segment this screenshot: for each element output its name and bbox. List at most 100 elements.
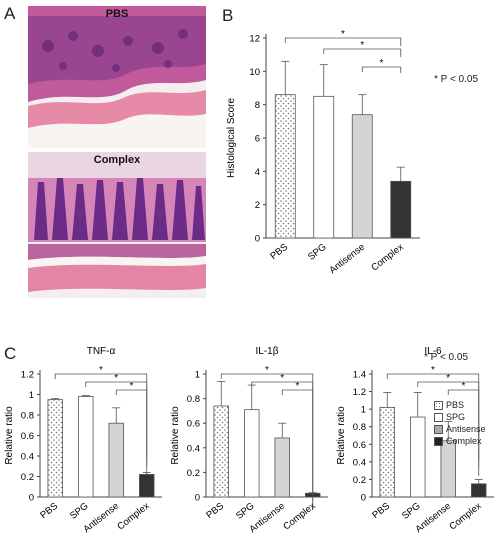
bar-complex xyxy=(390,180,412,239)
x-category-label: Complex xyxy=(369,242,406,274)
significance-bracket xyxy=(361,66,402,73)
y-tick-label: 0 xyxy=(29,493,34,504)
legend-label: Complex xyxy=(446,436,482,446)
histology-image-complex: Complex xyxy=(28,152,206,298)
bar-spg xyxy=(313,95,335,239)
bar-antisense xyxy=(351,114,373,239)
x-category-label: SPG xyxy=(68,501,91,522)
y-tick-label: 6 xyxy=(255,134,260,145)
bar-pbs xyxy=(379,406,395,498)
y-tick-label: 1 xyxy=(29,390,34,401)
significance-bracket xyxy=(220,373,314,494)
legend-label: Antisense xyxy=(446,424,486,434)
y-tick-label: 1 xyxy=(195,370,200,381)
legend-item-spg: SPG xyxy=(434,412,502,423)
significance-star: * xyxy=(341,29,345,40)
x-category-label: SPG xyxy=(400,501,423,522)
significance-star: * xyxy=(431,365,435,376)
chart-title: IL-1β xyxy=(256,346,279,357)
x-category-label: PBS xyxy=(370,501,392,521)
significance-bracket xyxy=(284,37,402,46)
significance-bracket xyxy=(281,389,314,510)
x-category-label: PBS xyxy=(38,501,60,521)
legend-label: PBS xyxy=(446,400,465,410)
significance-star: * xyxy=(265,365,269,376)
panel-letter-a: A xyxy=(4,4,16,23)
y-tick-label: 0.8 xyxy=(353,422,366,433)
significance-star: * xyxy=(296,381,300,392)
x-category-label: PBS xyxy=(204,501,226,521)
x-category-label: Complex xyxy=(447,501,484,533)
significance-star: * xyxy=(99,365,103,376)
y-tick-label: 1.2 xyxy=(21,370,34,381)
significance-star: * xyxy=(280,373,284,384)
y-axis-label: Histological Score xyxy=(226,98,237,178)
significance-bracket xyxy=(115,389,148,474)
y-tick-label: 8 xyxy=(255,100,260,111)
legend-item-pbs: PBS xyxy=(434,400,502,411)
y-tick-label: 0.4 xyxy=(353,457,366,468)
significance-star: * xyxy=(360,40,364,51)
y-tick-label: 0.4 xyxy=(21,452,34,463)
y-tick-label: 0.8 xyxy=(187,394,200,405)
legend-label: SPG xyxy=(446,412,466,422)
significance-star: * xyxy=(130,381,134,392)
histology-image-pbs: PBS xyxy=(28,6,206,148)
legend-item-antisense: Antisense xyxy=(434,424,502,435)
pvalue-note-c: * P < 0.05 xyxy=(424,352,469,363)
y-tick-label: 0 xyxy=(361,493,366,504)
histology-pbs-drawing xyxy=(28,6,206,148)
y-tick-label: 1 xyxy=(361,405,366,416)
y-axis-label: Relative ratio xyxy=(4,406,15,465)
x-category-label: Antisense xyxy=(327,242,367,276)
x-category-label: Complex xyxy=(115,501,152,533)
y-tick-label: 4 xyxy=(255,167,260,178)
significance-star: * xyxy=(462,381,466,392)
bar-pbs xyxy=(213,405,229,498)
bar-pbs xyxy=(274,94,296,239)
significance-star: * xyxy=(114,373,118,384)
bar-spg xyxy=(410,416,426,498)
panel-letter-b: B xyxy=(222,6,234,25)
y-tick-label: 10 xyxy=(249,67,260,78)
x-category-label: SPG xyxy=(306,242,329,263)
histology-complex-drawing xyxy=(28,152,206,298)
legend-swatch xyxy=(434,437,443,446)
y-tick-label: 0 xyxy=(195,493,200,504)
y-tick-label: 0 xyxy=(255,234,260,245)
x-category-label: PBS xyxy=(268,242,290,262)
significance-star: * xyxy=(446,373,450,384)
y-axis-label: Relative ratio xyxy=(336,406,347,465)
y-tick-label: 0.2 xyxy=(187,468,200,479)
pvalue-note-b: * P < 0.05 xyxy=(434,74,479,85)
histology-label-complex: Complex xyxy=(93,154,141,166)
panel-letter-c: C xyxy=(4,344,17,363)
bar-antisense xyxy=(108,422,124,498)
legend: PBS SPG Antisense Complex xyxy=(434,400,502,448)
y-tick-label: 0.8 xyxy=(21,411,34,422)
bar-antisense xyxy=(440,440,456,498)
legend-swatch xyxy=(434,401,443,410)
y-tick-label: 0.2 xyxy=(353,475,366,486)
bar-complex xyxy=(471,483,487,498)
y-axis-label: Relative ratio xyxy=(170,406,181,465)
y-tick-label: 0.6 xyxy=(21,431,34,442)
y-tick-label: 0.6 xyxy=(187,419,200,430)
bar-spg xyxy=(78,396,94,498)
significance-bracket xyxy=(447,389,480,476)
x-category-label: SPG xyxy=(234,501,257,522)
y-tick-label: 1.4 xyxy=(353,370,366,381)
significance-bracket xyxy=(323,48,402,57)
legend-item-complex: Complex xyxy=(434,436,502,447)
histology-label-pbs: PBS xyxy=(105,8,129,20)
bar-antisense xyxy=(274,437,290,498)
y-tick-label: 1.2 xyxy=(353,387,366,398)
chart-il-6: IL-6 Relative ratio 0 0.2 0.4 0.6 0.8 1 1.2 1.4 PB… xyxy=(336,346,494,535)
y-tick-label: 12 xyxy=(249,34,260,45)
y-tick-label: 0.2 xyxy=(21,472,34,483)
x-category-label: Complex xyxy=(281,501,318,533)
bar-pbs xyxy=(47,399,63,498)
chart-tnf-alpha: TNF-α Relative ratio 0 0.2 0.4 0.6 0.8 1 1.2 PBS S… xyxy=(4,346,162,535)
bar-spg xyxy=(244,409,260,498)
